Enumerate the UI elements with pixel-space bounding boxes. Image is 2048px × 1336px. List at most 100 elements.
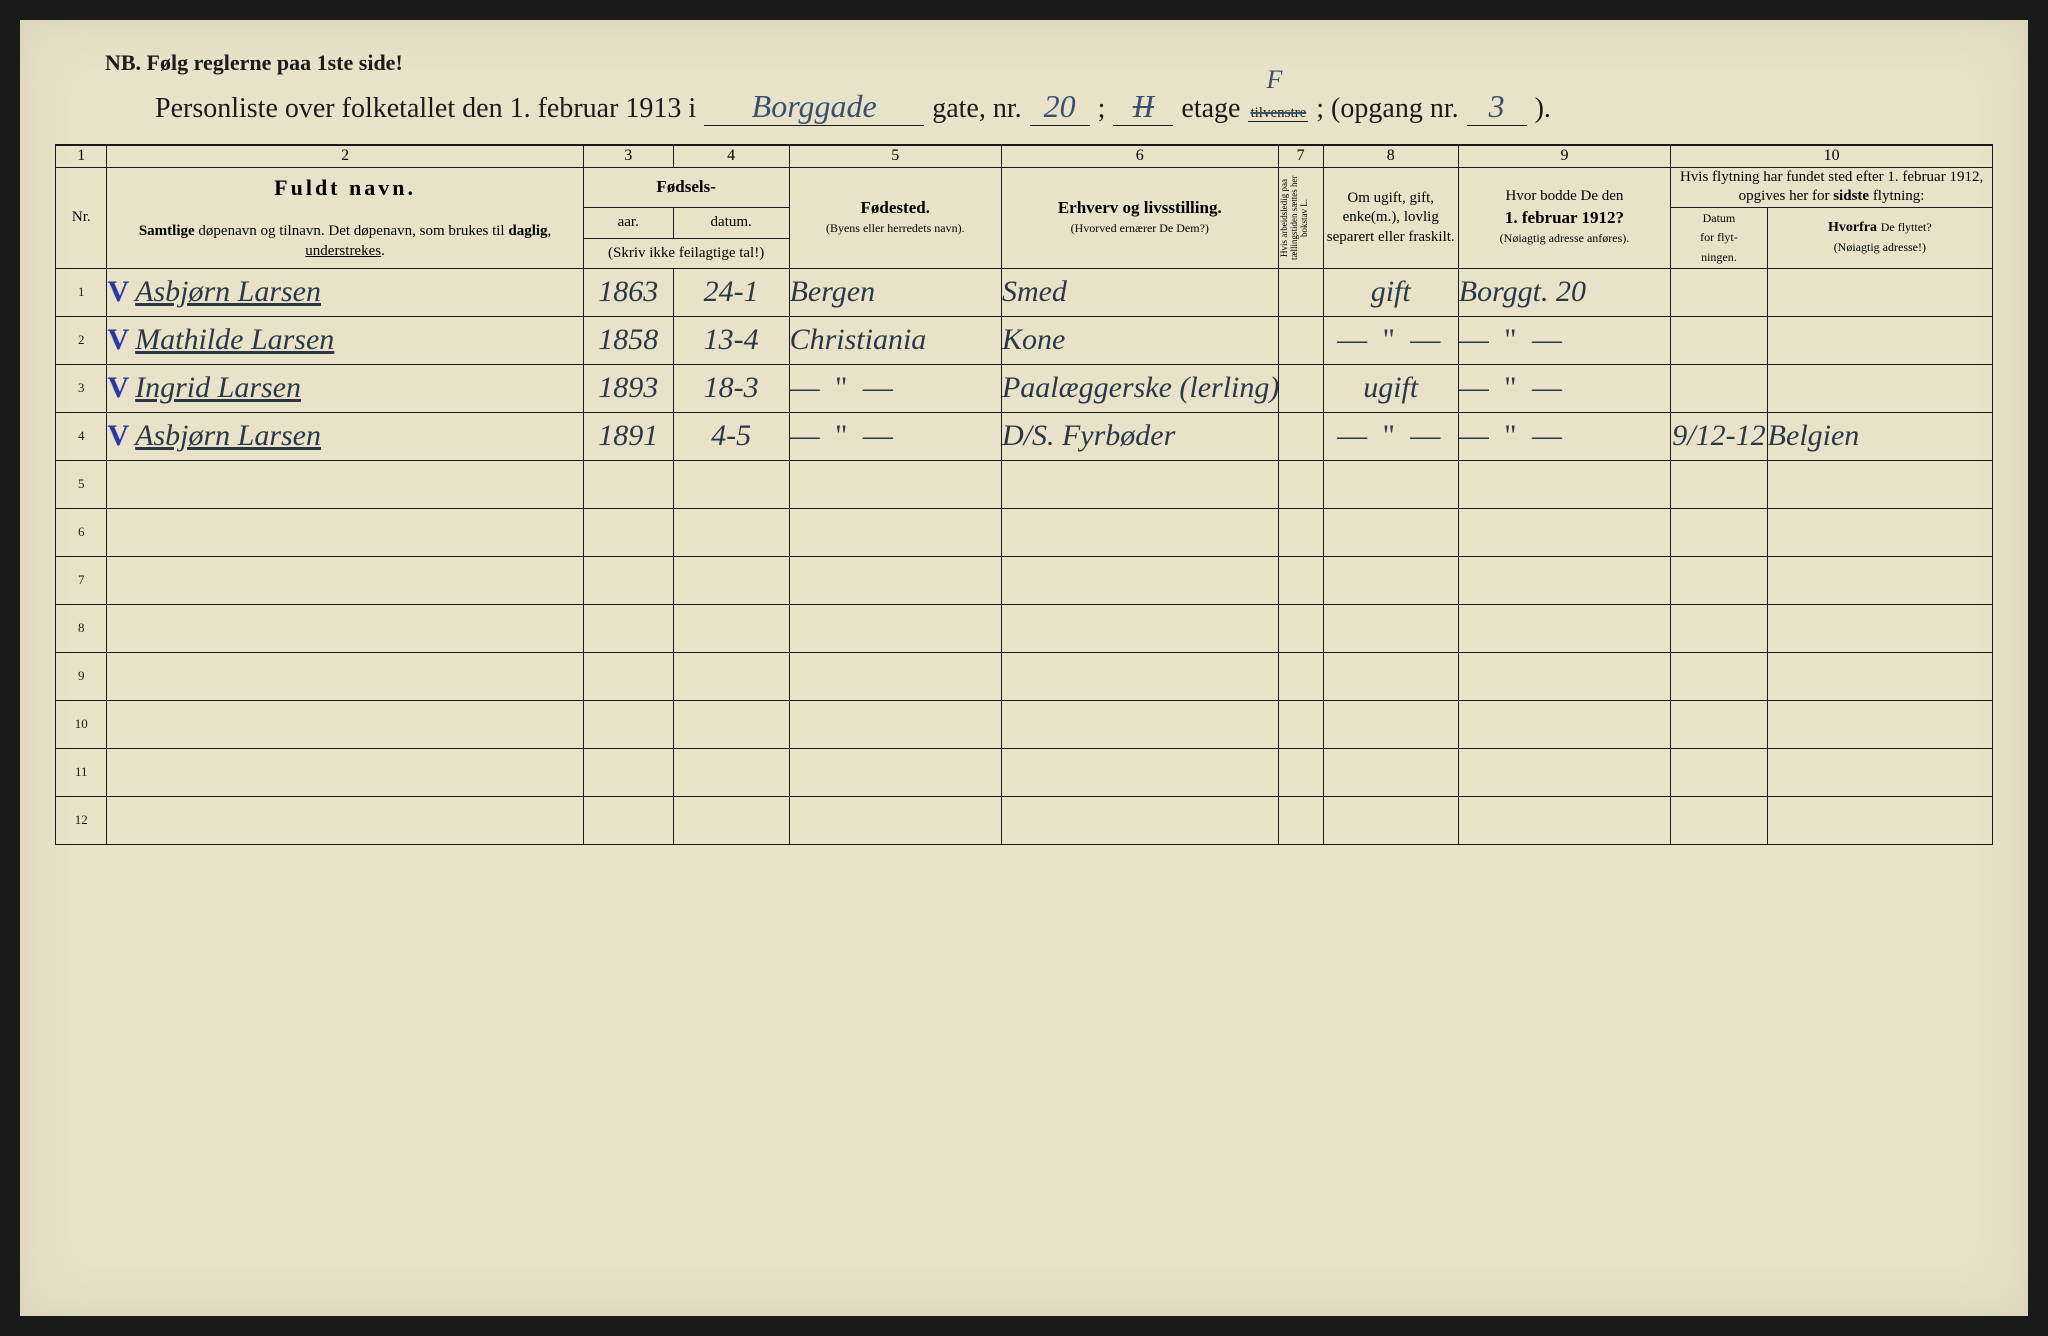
table-row: 7 [56,556,1993,604]
cell-addr [1458,748,1670,796]
cell-c7 [1278,268,1323,316]
cell-movedate [1671,316,1768,364]
cell-movedate [1671,700,1768,748]
checkmark-icon: V [107,275,129,308]
cell-addr [1458,796,1670,844]
cell-movewhere [1767,604,1992,652]
cell-c7 [1278,796,1323,844]
cell-addr: — " — [1458,412,1670,460]
street-name: Borggade [704,88,924,126]
cell-occupation [1001,796,1278,844]
cell-marital [1323,460,1458,508]
cell-addr [1458,508,1670,556]
row-number: 7 [56,556,107,604]
cell-name [107,652,583,700]
cell-movewhere [1767,748,1992,796]
cell-occupation: Kone [1001,316,1278,364]
cell-name [107,556,583,604]
etage-label: etage [1181,93,1240,125]
cell-c7 [1278,460,1323,508]
table-body: 1VAsbjørn Larsen186324-1BergenSmedgiftBo… [56,268,1993,844]
colnum-10: 10 [1671,145,1993,167]
cell-year: 1858 [583,316,673,364]
cell-occupation [1001,460,1278,508]
cell-movewhere [1767,316,1992,364]
colnum-5: 5 [789,145,1001,167]
cell-date [673,796,789,844]
cell-occupation: D/S. Fyrbøder [1001,412,1278,460]
cell-date [673,460,789,508]
cell-year [583,652,673,700]
cell-marital [1323,508,1458,556]
cell-addr [1458,556,1670,604]
table-row: 2VMathilde Larsen185813-4ChristianiaKone… [56,316,1993,364]
ditto-mark: — " — [1337,419,1444,452]
cell-birthplace [789,796,1001,844]
cell-c7 [1278,364,1323,412]
cell-birthplace [789,604,1001,652]
colnum-2: 2 [107,145,583,167]
cell-date: 24-1 [673,268,789,316]
h-fodsels: Fødsels- [583,167,789,207]
cell-movedate [1671,508,1768,556]
cell-marital: gift [1323,268,1458,316]
h-name: Fuldt navn. Samtlige døpenavn og tilnavn… [107,167,583,268]
ditto-mark: — " — [1459,323,1566,356]
h-aar: aar. [583,207,673,238]
cell-movewhere [1767,268,1992,316]
ditto-mark: — " — [1337,323,1444,356]
cell-year [583,796,673,844]
cell-marital: — " — [1323,412,1458,460]
closing: ). [1535,93,1551,125]
etage-mark: II [1113,88,1173,126]
cell-movewhere [1767,460,1992,508]
cell-movedate [1671,460,1768,508]
cell-year [583,604,673,652]
colnum-9: 9 [1458,145,1670,167]
colnum-1: 1 [56,145,107,167]
cell-date [673,748,789,796]
census-table: 1 2 3 4 5 6 7 8 9 10 Nr. Fuldt navn. Sam… [55,144,1993,845]
cell-movewhere: Belgien [1767,412,1992,460]
cell-movewhere [1767,796,1992,844]
cell-c7 [1278,316,1323,364]
cell-marital [1323,796,1458,844]
h-skriv: (Skriv ikke feilagtige tal!) [583,239,789,269]
cell-birthplace [789,508,1001,556]
name-text: Mathilde Larsen [135,323,334,356]
cell-occupation [1001,604,1278,652]
colnum-8: 8 [1323,145,1458,167]
cell-name [107,748,583,796]
cell-addr: — " — [1458,364,1670,412]
cell-marital [1323,748,1458,796]
cell-addr [1458,700,1670,748]
gate-nr: 20 [1030,88,1090,126]
cell-addr [1458,652,1670,700]
checkmark-icon: V [107,419,129,452]
cell-name [107,796,583,844]
checkmark-icon: V [107,323,129,356]
table-row: 8 [56,604,1993,652]
cell-occupation [1001,700,1278,748]
cell-birthplace: Christiania [789,316,1001,364]
ditto-mark: — " — [1459,371,1566,404]
cell-marital [1323,604,1458,652]
cell-addr [1458,604,1670,652]
cell-marital [1323,556,1458,604]
opgang-nr: 3 [1467,88,1527,126]
table-header: 1 2 3 4 5 6 7 8 9 10 Nr. Fuldt navn. Sam… [56,145,1993,268]
h-addr: Hvor bodde De den 1. februar 1912? (Nøia… [1458,167,1670,268]
name-text: Asbjørn Larsen [135,275,321,308]
cell-movewhere [1767,508,1992,556]
cell-year: 1863 [583,268,673,316]
row-number: 8 [56,604,107,652]
cell-date: 13-4 [673,316,789,364]
table-row: 5 [56,460,1993,508]
title-prefix: Personliste over folketallet den 1. febr… [155,93,696,125]
colnum-7: 7 [1278,145,1323,167]
cell-occupation [1001,508,1278,556]
cell-name [107,508,583,556]
cell-date [673,652,789,700]
table-row: 11 [56,748,1993,796]
cell-birthplace: — " — [789,412,1001,460]
